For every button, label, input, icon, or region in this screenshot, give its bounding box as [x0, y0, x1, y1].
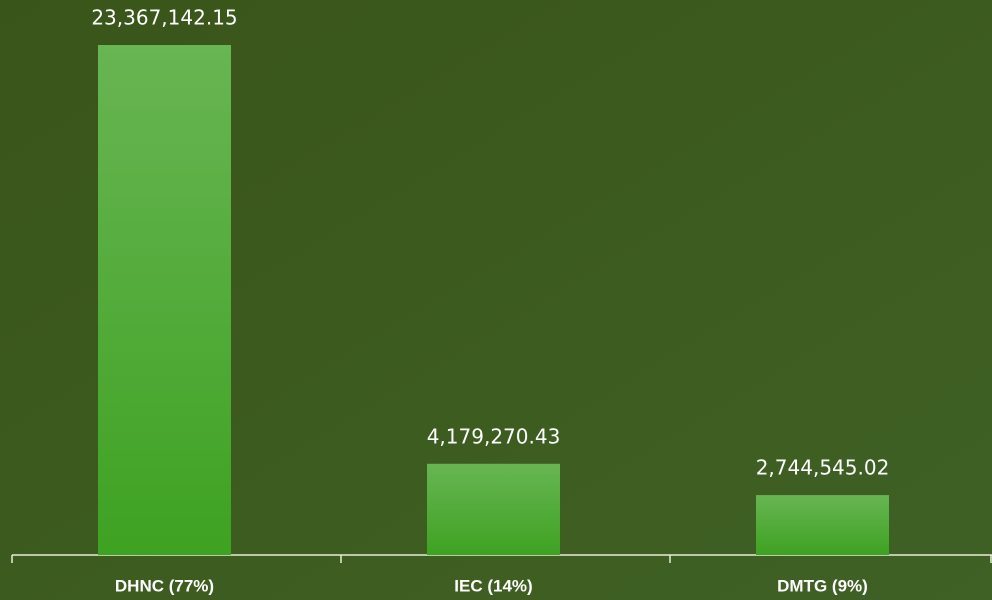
- category-label: IEC (14%): [454, 576, 532, 595]
- category-label: DMTG (9%): [777, 576, 868, 595]
- value-label: 23,367,142.15: [91, 6, 237, 30]
- category-label: DHNC (77%): [115, 576, 214, 595]
- value-label: 2,744,545.02: [756, 456, 890, 480]
- bar: [427, 463, 560, 555]
- bar: [756, 495, 889, 555]
- bar: [98, 45, 231, 555]
- value-label: 4,179,270.43: [427, 424, 561, 448]
